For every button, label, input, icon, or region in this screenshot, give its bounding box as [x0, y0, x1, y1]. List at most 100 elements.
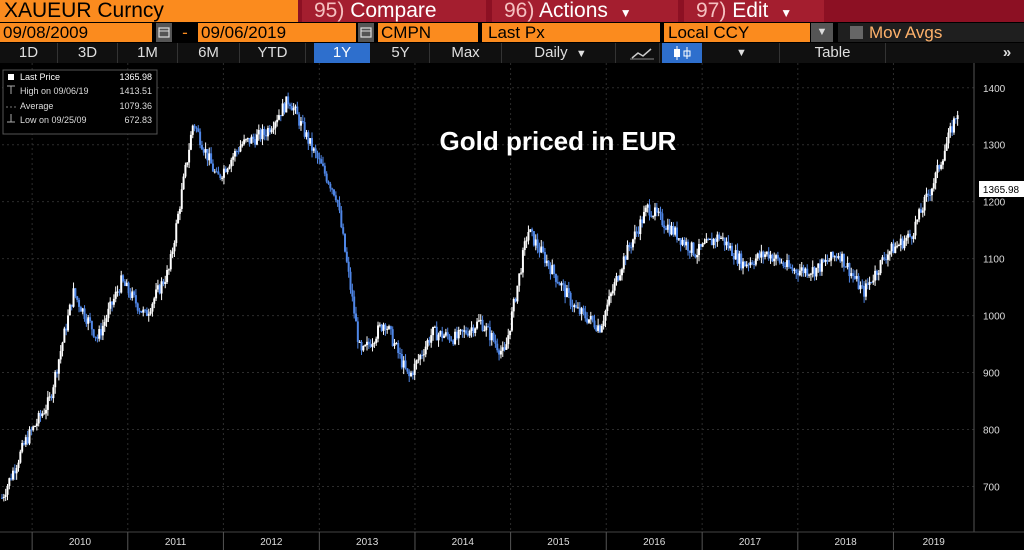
currency-selector[interactable]: Local CCY — [664, 23, 810, 42]
candle-body — [37, 412, 40, 424]
candle-body — [197, 128, 200, 132]
candle-body — [448, 335, 451, 341]
candle-body — [338, 202, 341, 211]
candle-body — [628, 244, 631, 248]
candle-body — [327, 181, 330, 184]
candle-body — [685, 241, 688, 246]
end-calendar-icon[interactable] — [358, 23, 374, 42]
x-tick-label: 2014 — [452, 537, 475, 548]
candle-body — [778, 258, 781, 263]
candle-body — [896, 245, 899, 247]
candle-body — [287, 96, 290, 105]
axes: 700 800 900 1000 1100 1200 1300 1400 2010 2011 201… — [0, 63, 1024, 550]
mov-avgs-checkbox[interactable] — [850, 26, 863, 39]
candle-body — [263, 129, 266, 135]
candle-body — [199, 131, 202, 146]
y-tick-label: 1200 — [983, 198, 1006, 209]
field-selector[interactable]: Last Px — [482, 23, 660, 42]
start-date-field[interactable]: 09/08/2009 — [0, 23, 152, 42]
candle-body — [19, 451, 22, 463]
candle-body — [487, 326, 490, 328]
candle-body — [839, 256, 842, 262]
candle-body — [432, 326, 435, 336]
candle-body — [899, 238, 902, 246]
frequency-selector[interactable]: Daily ▼ — [506, 43, 616, 63]
candle-body — [290, 106, 293, 111]
candle-body — [347, 261, 350, 272]
candle-body — [68, 304, 71, 316]
candle-body — [855, 276, 858, 279]
compare-label: Compare — [350, 0, 437, 22]
candle-body — [652, 216, 655, 218]
candle-body — [452, 340, 455, 345]
candle-body — [325, 173, 328, 182]
cmpn-field[interactable]: CMPN — [378, 23, 478, 42]
start-calendar-icon[interactable] — [156, 23, 172, 42]
candle-body — [149, 311, 152, 314]
frequency-caret-icon: ▼ — [575, 48, 587, 60]
candle-body — [554, 273, 557, 282]
range-bar: 1D 3D 1M 6M YTD 1Y 5Y Max Daily ▼ ▼ Tabl… — [0, 43, 1024, 63]
compare-button[interactable]: 95) Compare — [302, 0, 486, 22]
candle-body — [802, 267, 805, 274]
candle-body — [925, 193, 928, 197]
candlestick-icon[interactable] — [662, 43, 702, 63]
range-6m-button[interactable]: 6M — [178, 43, 240, 63]
candle-body — [573, 305, 576, 308]
table-button[interactable]: Table — [780, 43, 886, 63]
currency-dropdown-icon[interactable]: ▼ — [811, 23, 833, 42]
candle-body — [538, 248, 541, 253]
candle-body — [213, 171, 216, 173]
candle-body — [619, 275, 622, 281]
candle-body — [591, 315, 594, 321]
candle-body — [606, 304, 609, 312]
candle-body — [556, 281, 559, 284]
edit-button[interactable]: 97) Edit ▼ — [684, 0, 824, 22]
candle-body — [17, 462, 20, 468]
candle-body — [96, 337, 99, 339]
range-3d-button[interactable]: 3D — [58, 43, 118, 63]
candle-body — [441, 331, 444, 338]
candle-body — [41, 413, 44, 417]
more-icon[interactable]: » — [1002, 44, 1012, 61]
ticker-field[interactable]: XAUEUR Curncy — [0, 0, 298, 22]
candle-body — [188, 149, 191, 163]
candle-body — [358, 341, 361, 343]
candle-body — [661, 213, 664, 226]
candle-body — [954, 118, 957, 120]
actions-button[interactable]: 96) Actions ▼ — [492, 0, 678, 22]
candle-body — [435, 326, 438, 341]
candle-body — [90, 321, 93, 330]
candle-body — [195, 127, 198, 129]
range-1y-button[interactable]: 1Y — [314, 43, 370, 63]
candle-body — [131, 291, 134, 298]
range-max-button[interactable]: Max — [430, 43, 502, 63]
candle-body — [710, 238, 713, 246]
range-ytd-button[interactable]: YTD — [240, 43, 306, 63]
range-5y-button[interactable]: 5Y — [372, 43, 430, 63]
candle-body — [853, 275, 856, 279]
line-chart-icon[interactable] — [624, 43, 660, 63]
candle-body — [171, 251, 174, 255]
range-1d-button[interactable]: 1D — [0, 43, 58, 63]
mov-avgs-toggle[interactable]: Mov Avgs — [838, 23, 1024, 42]
candle-body — [446, 332, 449, 336]
x-tick-label: 2012 — [260, 537, 283, 548]
candle-body — [12, 470, 15, 480]
candle-body — [690, 242, 693, 253]
candle-body — [123, 281, 126, 286]
end-date-field[interactable]: 09/06/2019 — [198, 23, 356, 42]
chart-type-dropdown-icon[interactable]: ▼ — [704, 43, 780, 63]
candle-body — [952, 118, 955, 133]
candle-body — [630, 247, 633, 249]
candle-body — [375, 338, 378, 343]
candle-body — [87, 317, 90, 324]
candle-body — [334, 195, 337, 201]
candle-body — [298, 114, 301, 126]
range-1m-button[interactable]: 1M — [118, 43, 178, 63]
candle-body — [886, 254, 889, 260]
x-tick-label: 2011 — [165, 537, 187, 548]
candle-body — [734, 250, 737, 260]
candle-body — [507, 335, 510, 345]
candle-body — [169, 254, 172, 270]
